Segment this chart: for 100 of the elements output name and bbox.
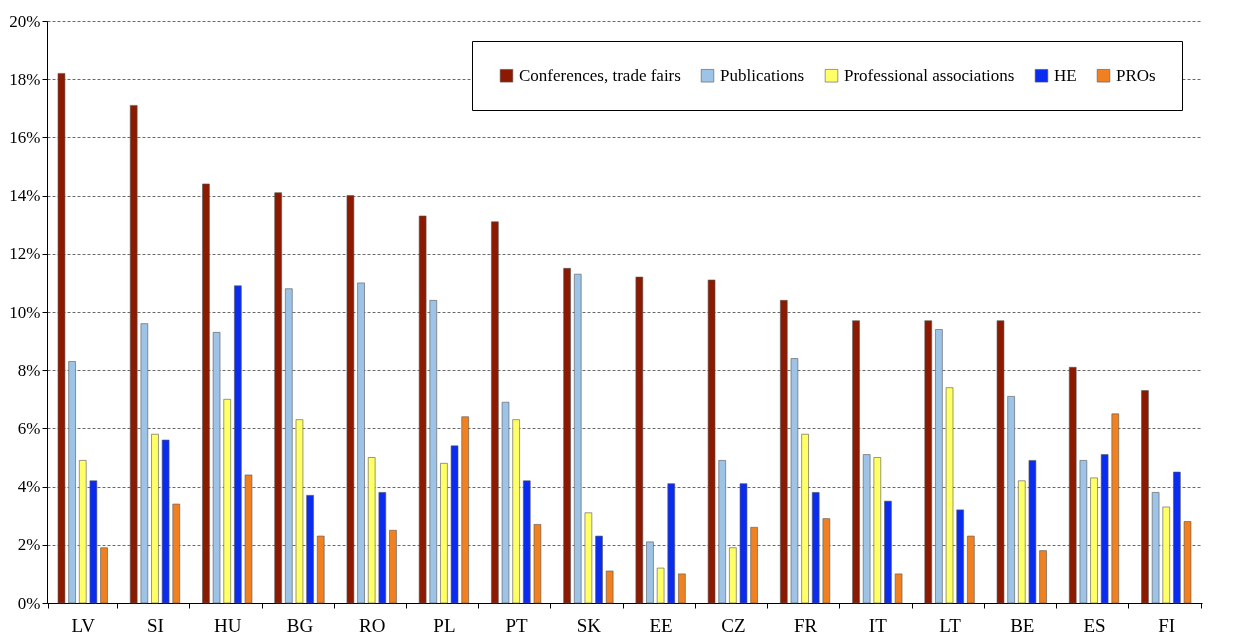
bar	[1007, 396, 1015, 604]
bar	[1090, 477, 1098, 604]
bar	[780, 300, 788, 604]
y-tick-label: 12%	[9, 244, 41, 264]
bar	[894, 573, 903, 604]
bar	[461, 416, 469, 604]
bar	[678, 573, 686, 604]
x-tick-label: PT	[505, 614, 529, 636]
bar	[801, 433, 809, 604]
bar	[956, 509, 964, 604]
bar	[389, 529, 397, 604]
bar	[367, 457, 376, 604]
bar	[729, 547, 737, 604]
bar	[1141, 390, 1149, 604]
bar	[161, 439, 170, 604]
bar	[1151, 492, 1160, 604]
bar	[862, 454, 871, 604]
bar	[295, 419, 304, 604]
legend-label: Professional associations	[844, 65, 1015, 85]
bar	[996, 320, 1005, 604]
bar	[707, 279, 716, 604]
legend-label: PROs	[1116, 65, 1156, 85]
bar	[563, 268, 571, 604]
bar	[1018, 480, 1026, 604]
bar	[378, 492, 387, 604]
bar	[811, 492, 820, 604]
x-tick-label: BG	[286, 614, 314, 636]
x-tick-label: ES	[1083, 614, 1106, 636]
y-tick-label: 4%	[17, 477, 41, 497]
bar	[656, 567, 665, 604]
x-tick-label: BE	[1010, 614, 1035, 636]
x-tick-label: HU	[213, 614, 242, 636]
bar	[533, 524, 542, 604]
x-tick-label: PL	[433, 614, 456, 636]
y-tick-label: 20%	[9, 11, 41, 31]
bar	[202, 183, 210, 604]
bar	[945, 387, 954, 604]
y-tick-label: 6%	[17, 418, 41, 438]
bar	[346, 195, 355, 604]
x-tick-label: SI	[147, 614, 164, 636]
x-tick-label: LT	[939, 614, 962, 636]
bar	[151, 433, 159, 604]
bar	[1100, 454, 1109, 604]
bar	[605, 570, 614, 604]
bar	[491, 221, 499, 604]
bar	[79, 460, 87, 604]
x-tick-label: SK	[576, 614, 602, 636]
x-tick-label: FI	[1158, 614, 1176, 636]
y-tick-label: 18%	[9, 69, 41, 89]
bar	[1183, 521, 1192, 604]
bar	[790, 358, 799, 604]
x-tick-label: LV	[71, 614, 96, 636]
x-tick-label: EE	[649, 614, 673, 636]
bar	[316, 535, 325, 604]
y-tick-label: 0%	[17, 593, 41, 613]
bar	[573, 273, 582, 604]
x-tick-label: FR	[793, 614, 818, 636]
bar	[1028, 460, 1037, 604]
bar	[89, 480, 98, 604]
x-tick-label: RO	[358, 614, 386, 636]
bar	[57, 73, 66, 604]
legend-label: Conferences, trade fairs	[519, 65, 681, 85]
bar	[1068, 366, 1077, 604]
bar	[750, 527, 758, 604]
bar	[172, 503, 181, 604]
bar	[1173, 471, 1181, 604]
bar	[212, 332, 221, 604]
bar	[646, 541, 654, 604]
bar	[100, 547, 108, 604]
legend-label: Publications	[720, 65, 805, 85]
bar	[234, 285, 242, 604]
y-tick-label: 14%	[9, 186, 41, 206]
bar	[1162, 506, 1170, 604]
bar	[418, 215, 427, 604]
bar	[429, 300, 438, 604]
x-tick-label: IT	[868, 614, 888, 636]
y-tick-label: 2%	[17, 535, 41, 555]
bar	[667, 483, 676, 604]
bar	[285, 288, 293, 604]
bar	[523, 480, 531, 604]
y-tick-label: 8%	[17, 360, 41, 380]
bar	[512, 419, 520, 604]
bar	[635, 276, 644, 604]
bar	[935, 329, 943, 604]
x-tick-label: CZ	[721, 614, 746, 636]
bar	[873, 457, 882, 604]
bar	[274, 192, 282, 604]
bar	[306, 495, 314, 604]
y-tick-label: 16%	[9, 127, 41, 147]
bar	[1039, 550, 1047, 604]
y-tick-label: 10%	[9, 302, 41, 322]
bar	[718, 460, 726, 604]
bar	[884, 500, 892, 604]
bar	[595, 535, 603, 604]
bar	[357, 282, 365, 604]
bar	[584, 512, 593, 604]
bar	[967, 535, 975, 604]
bar	[924, 320, 933, 604]
bar	[822, 518, 831, 604]
bar	[440, 463, 448, 604]
